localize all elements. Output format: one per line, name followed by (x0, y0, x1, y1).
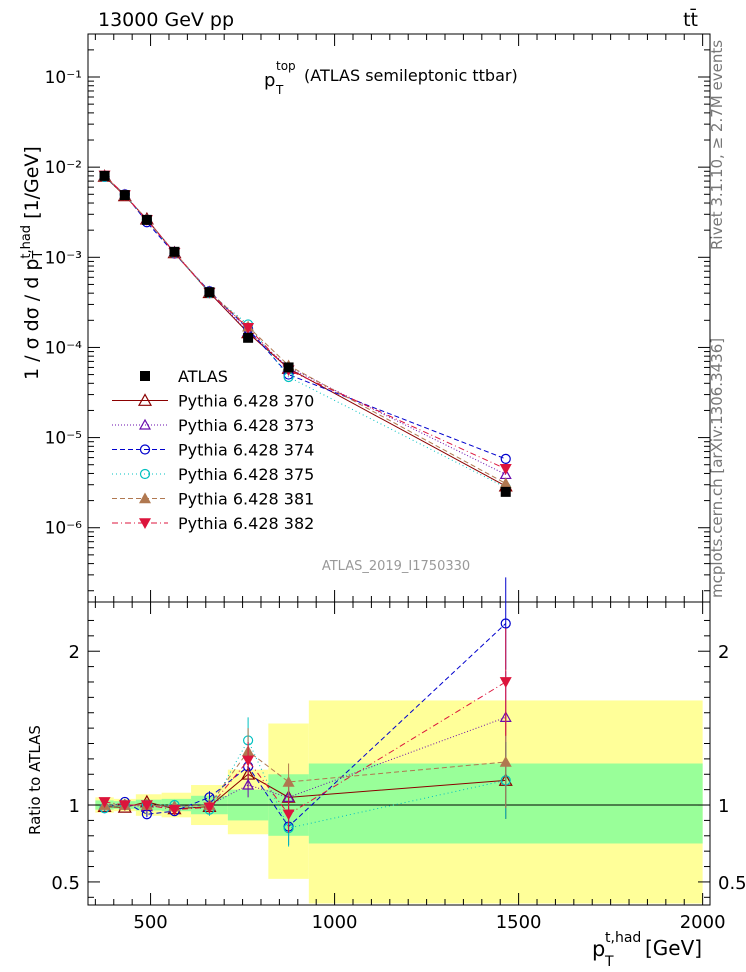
energy-label: 13000 GeV pp (98, 9, 234, 31)
legend-marker (138, 418, 152, 430)
ratio-series-point (282, 809, 295, 821)
title-sup: top (276, 59, 296, 73)
atlas-data-point (283, 362, 294, 373)
ratio-ytick-label-right: 1 (718, 796, 729, 817)
ratio-series-point (500, 618, 511, 629)
xlabel-main: p (592, 937, 605, 961)
atlas-data-point (141, 214, 152, 225)
atlas-data-point (204, 287, 215, 298)
legend-label: ATLAS (178, 367, 228, 386)
ratio-series-point (168, 804, 181, 816)
ratio-xlabel: p T t,had [GeV] (592, 930, 702, 970)
legend-marker (137, 393, 153, 406)
ratio-series-line (104, 739, 506, 829)
legend-marker (140, 371, 150, 381)
legend-label: Pythia 6.428 374 (178, 441, 314, 460)
xlabel-rest: [GeV] (645, 936, 702, 960)
main-series-line (104, 175, 506, 470)
ratio-series-point (242, 755, 255, 767)
main-ytick-label: 10⁻⁴ (45, 338, 83, 358)
title-rest: (ATLAS semileptonic ttbar) (304, 66, 518, 85)
main-ytick-label: 10⁻³ (45, 248, 82, 268)
xlabel-sub: T (604, 954, 614, 970)
ratio-xtick-label: 500 (133, 912, 167, 933)
main-ylabel: 1 / σ dσ / d pTt,had [1/GeV] (19, 146, 46, 380)
main-series-line (104, 175, 506, 484)
ratio-ytick-label: 1 (69, 796, 80, 817)
xlabel-sup: t,had (605, 930, 641, 946)
ratio-ytick-label: 0.5 (51, 873, 80, 894)
ratio-series-point (282, 775, 295, 787)
main-plot-panel: 10⁻⁶ 10⁻⁵ 10⁻⁴ 10⁻³ 10⁻² 10⁻¹ (45, 33, 711, 603)
atlas-data-point (243, 332, 254, 343)
main-series-point (499, 464, 512, 475)
main-series-point (499, 477, 512, 489)
legend-label: Pythia 6.428 375 (178, 465, 314, 484)
ratio-ytick-label-right: 0.5 (718, 873, 746, 894)
legend-marker (139, 444, 151, 455)
atlas-data-point (500, 486, 511, 497)
ratio-ytick-label-right: 2 (718, 642, 729, 663)
ratio-series-point (499, 755, 512, 767)
ratio-xtick-label: 1500 (496, 912, 542, 933)
ratio-series-point (140, 800, 153, 812)
legend-marker (139, 468, 151, 480)
legend-marker (139, 492, 151, 504)
ratio-series-point (118, 800, 131, 812)
title-main: p (264, 70, 275, 91)
legend: ATLAS Pythia 6.428 370 Pythia 6.428 373 Pyt… (112, 367, 314, 533)
ratio-series-point (499, 677, 512, 688)
main-series-point (500, 453, 511, 465)
main-series-point (242, 323, 255, 334)
ratio-xtick-label: 2000 (680, 912, 726, 933)
ratio-series-point (98, 797, 111, 808)
ratio-series-line (104, 681, 506, 815)
atlas-data-point (119, 190, 130, 201)
legend-marker (139, 518, 151, 529)
atlas-data-point (99, 170, 110, 181)
ratio-xtick-label: 1000 (312, 912, 358, 933)
legend-label: Pythia 6.428 370 (178, 392, 314, 411)
main-ytick-label: 10⁻⁶ (45, 519, 83, 539)
legend-label: Pythia 6.428 382 (178, 514, 314, 533)
legend-label: Pythia 6.428 373 (178, 416, 314, 435)
ratio-series-line (104, 716, 506, 808)
atlas-data-point (169, 246, 180, 257)
main-ylabel-text: 1 / σ dσ / d pTt,had [1/GeV] (19, 146, 46, 380)
main-ytick-label: 10⁻⁵ (45, 429, 82, 449)
main-title: p top T (ATLAS semileptonic ttbar) (264, 59, 518, 97)
rivet-label: Rivet 3.1.10, ≥ 2.7M events (708, 40, 726, 250)
process-label: tt̄ (683, 7, 698, 31)
ratio-ylabel: Ratio to ATLAS (26, 725, 44, 835)
main-ytick-label: 10⁻¹ (45, 68, 82, 88)
main-ytick-label: 10⁻² (45, 158, 82, 178)
legend-label: Pythia 6.428 381 (178, 490, 314, 509)
analysis-id: ATLAS_2019_I1750330 (322, 559, 470, 574)
ratio-frame (87, 601, 711, 906)
title-sub: T (275, 83, 284, 97)
ratio-series-point (242, 778, 255, 790)
mcplots-label: mcplots.cern.ch [arXiv:1306.3436] (708, 338, 726, 598)
ratio-ytick-label: 2 (69, 642, 80, 663)
ratio-plot-panel: 0.5 0.5 1 1 2 2 500 1000 1500 2000 (51, 577, 746, 933)
ratio-series-point (203, 802, 216, 814)
